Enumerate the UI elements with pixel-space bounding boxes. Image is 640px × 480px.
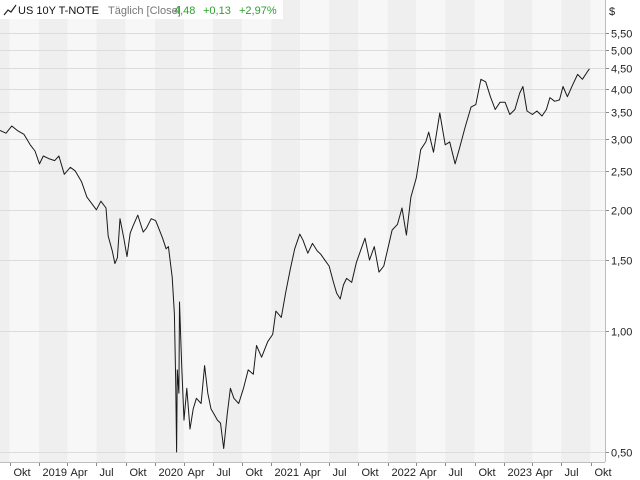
chart-header: US 10Y T-NOTE Täglich [Close] 4,48 +0,13… — [0, 0, 283, 19]
period-band — [38, 0, 68, 462]
period-band — [242, 0, 272, 462]
y-tick-label: 5,00 — [611, 46, 632, 58]
period-band — [212, 0, 243, 462]
x-tick-label: Okt — [479, 467, 496, 479]
period-band — [387, 0, 417, 462]
x-tick-label: Apr — [420, 467, 437, 479]
x-tick-label: 2021 — [275, 467, 299, 479]
y-tick-label: 2,00 — [611, 206, 632, 218]
x-tick-label: 2019 — [43, 467, 67, 479]
period-band — [9, 0, 39, 462]
period-band — [358, 0, 388, 462]
x-tick-label: Okt — [14, 467, 31, 479]
y-tick-label: 2,50 — [611, 167, 632, 179]
period-band — [590, 0, 605, 462]
period-band — [474, 0, 504, 462]
period-band — [532, 0, 562, 462]
x-tick-label: 2022 — [392, 467, 416, 479]
x-tick-label: Okt — [595, 467, 612, 479]
change-value: +0,13 — [203, 5, 231, 17]
y-tick-label: 1,50 — [611, 256, 632, 268]
period-bands — [0, 0, 605, 462]
period-close-label: Täglich [Close] — [108, 5, 181, 17]
y-tick-label: 5,50 — [611, 29, 632, 41]
period-band — [561, 0, 591, 462]
x-tick-label: Jul — [100, 467, 114, 479]
period-band — [503, 0, 533, 462]
x-tick-label: Jul — [449, 467, 463, 479]
period-band — [416, 0, 446, 462]
line-chart-icon — [3, 4, 17, 16]
x-tick-label: Okt — [362, 467, 379, 479]
x-tick-label: Jul — [217, 467, 231, 479]
y-tick-label: 0,50 — [611, 448, 632, 460]
y-tick-label: 4,50 — [611, 64, 632, 76]
x-tick-label: Okt — [246, 467, 263, 479]
symbol-name: US 10Y T-NOTE — [18, 5, 99, 17]
period-band — [125, 0, 155, 462]
period-band — [445, 0, 475, 462]
x-tick-label: Apr — [71, 467, 88, 479]
horizontal-gridlines — [0, 33, 609, 453]
currency-label: $ — [609, 6, 615, 18]
period-band — [67, 0, 97, 462]
y-tick-label: 3,00 — [611, 135, 632, 147]
period-band — [96, 0, 126, 462]
x-axis-labels: Okt 2019 Apr Jul Okt 2020 Apr Jul Okt 2021 Apr Jul O… — [14, 467, 612, 479]
header-background — [0, 0, 283, 19]
period-band — [0, 0, 10, 462]
y-tick-label: 3,50 — [611, 108, 632, 120]
y-axis-labels: 5,50 5,00 4,50 4,00 3,50 3,00 2,50 2,00 1,50 1,00… — [611, 29, 632, 460]
x-tick-label: Jul — [565, 467, 579, 479]
x-tick-label: Apr — [188, 467, 205, 479]
y-tick-label: 4,00 — [611, 85, 632, 97]
period-band — [329, 0, 359, 462]
x-tick-label: 2020 — [159, 467, 183, 479]
x-tick-label: Jul — [333, 467, 347, 479]
series-line — [0, 68, 590, 453]
x-tick-label: Apr — [536, 467, 553, 479]
period-band — [183, 0, 213, 462]
period-band — [300, 0, 330, 462]
series-group — [0, 68, 590, 453]
change-percent: +2,97% — [239, 5, 277, 17]
x-tick-label: Apr — [304, 467, 321, 479]
y-tick-label: 1,00 — [611, 327, 632, 339]
x-tick-label: 2023 — [508, 467, 532, 479]
period-band — [271, 0, 301, 462]
x-tick-label: Okt — [130, 467, 147, 479]
last-value: 4,48 — [174, 5, 195, 17]
